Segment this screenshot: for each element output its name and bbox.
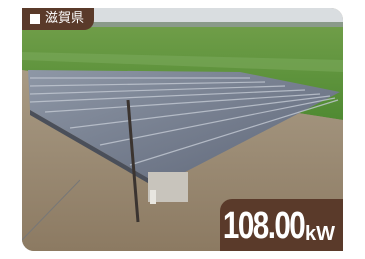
- capacity-value: 108.00: [223, 207, 304, 245]
- tag-icon: [30, 14, 40, 24]
- location-text: 滋賀県: [45, 8, 84, 30]
- location-tag: 滋賀県: [22, 8, 94, 30]
- capacity-badge: 108.00 kW: [220, 199, 343, 251]
- photo-card: 滋賀県 108.00 kW: [0, 0, 365, 259]
- capacity-unit: kW: [305, 223, 335, 245]
